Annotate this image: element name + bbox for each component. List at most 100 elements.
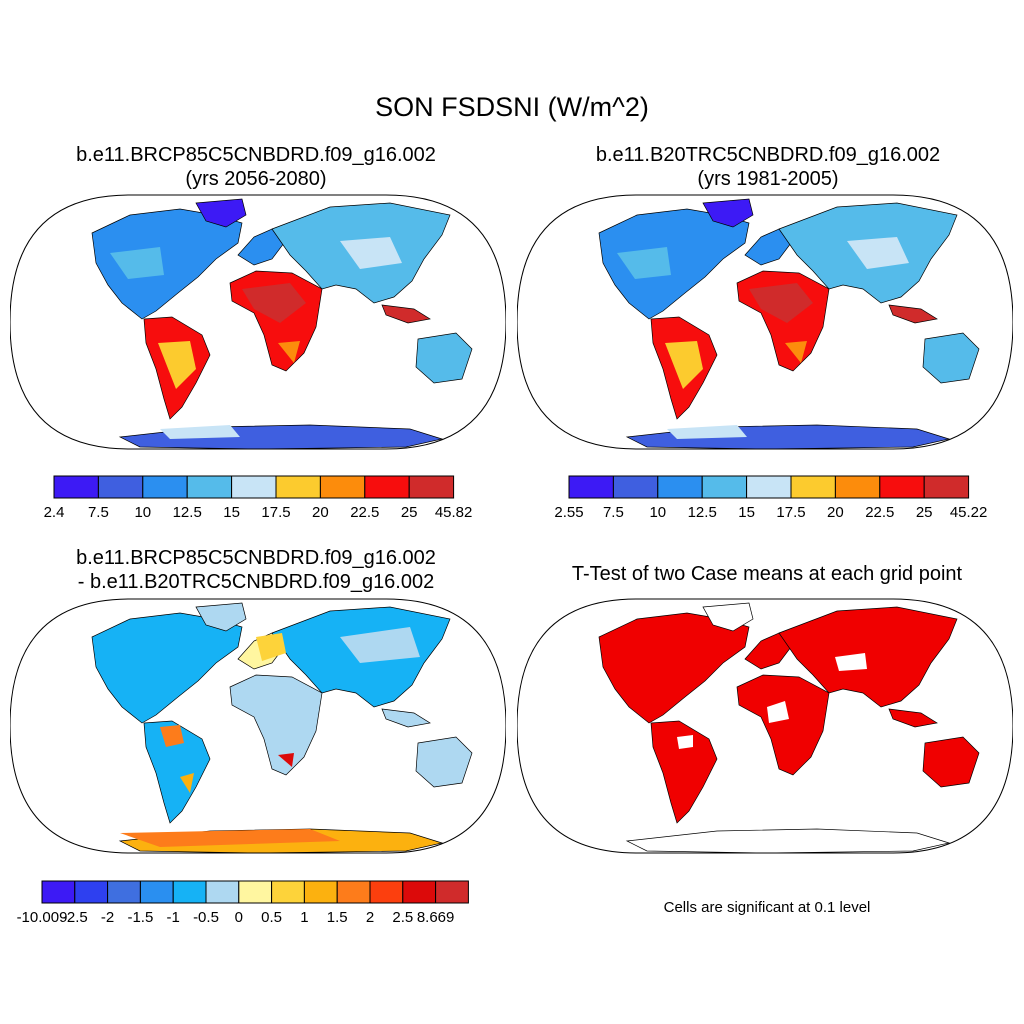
colorbar-swatch bbox=[364, 475, 410, 499]
landmass-maritime bbox=[381, 304, 431, 324]
panel-2-title-line-2: (yrs 1981-2005) bbox=[697, 168, 839, 190]
landmass-australia bbox=[922, 332, 980, 384]
field-patch bbox=[278, 341, 300, 363]
colorbar-tick-label: 22.5 bbox=[865, 504, 894, 521]
colorbar-tick-label: 1.5 bbox=[327, 909, 348, 926]
landmass-greenland bbox=[195, 198, 247, 228]
colorbar-swatch bbox=[319, 475, 366, 499]
colorbar-swatch bbox=[657, 475, 703, 499]
colorbar-swatch bbox=[701, 475, 748, 499]
map-panel-2 bbox=[517, 193, 1013, 451]
colorbar-tick-label: 0.5 bbox=[261, 909, 282, 926]
field-patch bbox=[340, 237, 402, 269]
colorbar-swatch bbox=[186, 475, 233, 499]
colorbar-swatch bbox=[53, 475, 99, 499]
colorbar-panel-2: 2.55 7.5 10 12.5 15 17.5 20 22.5 25 45.22 bbox=[554, 475, 987, 521]
field-patch bbox=[110, 247, 164, 279]
colorbar-tick-label: 15 bbox=[738, 504, 755, 521]
colorbar-swatch bbox=[408, 475, 455, 499]
colorbar-swatch bbox=[205, 880, 240, 904]
field-patch bbox=[120, 829, 340, 847]
map-frame bbox=[517, 598, 1013, 854]
map-frame bbox=[10, 598, 506, 854]
field-patch bbox=[256, 633, 286, 661]
landmass-asia bbox=[778, 606, 958, 708]
colorbar-tick-label: 45.82 bbox=[435, 504, 473, 521]
landmass-maritime bbox=[888, 304, 938, 324]
panel-2-title-line-1: b.e11.B20TRC5CNBDRD.f09_g16.002 bbox=[595, 144, 941, 166]
colorbar-tick-label: 17.5 bbox=[261, 504, 290, 521]
panel-3-title-line-1: b.e11.BRCP85C5CNBDRD.f09_g16.002 bbox=[76, 547, 436, 569]
colorbar-swatch bbox=[790, 475, 836, 499]
field-patch bbox=[242, 283, 306, 323]
colorbar-swatch bbox=[172, 880, 207, 904]
panel-2-title: b.e11.B20TRC5CNBDRD.f09_g16.002 (yrs 198… bbox=[512, 143, 1024, 191]
panel-1-title-line-1: b.e11.BRCP85C5CNBDRD.f09_g16.002 bbox=[76, 144, 436, 166]
colorbar-swatch bbox=[879, 475, 925, 499]
colorbar-tick-label: -2.5 bbox=[62, 909, 88, 926]
panel-3-title-line-2: - b.e11.B20TRC5CNBDRD.f09_g16.002 bbox=[77, 571, 435, 593]
colorbar-swatch bbox=[142, 475, 188, 499]
field-patch bbox=[749, 283, 813, 323]
field-patch bbox=[847, 237, 909, 269]
colorbar-swatch bbox=[231, 475, 277, 499]
colorbar-tick-label: -1.5 bbox=[127, 909, 153, 926]
colorbar-tick-label: 7.5 bbox=[88, 504, 109, 521]
landmass-antarctica bbox=[625, 828, 951, 853]
field-patch bbox=[665, 341, 703, 389]
colorbar-swatch bbox=[97, 475, 144, 499]
field-patch bbox=[835, 653, 867, 671]
colorbar-tick-label: 1 bbox=[300, 909, 308, 926]
colorbar-tick-label: 45.22 bbox=[950, 504, 987, 521]
colorbar-tick-label: -0.5 bbox=[193, 909, 219, 926]
landmass-north-america bbox=[598, 208, 750, 320]
landmass-north-america bbox=[598, 612, 750, 724]
landmass-maritime bbox=[888, 708, 938, 728]
colorbar-tick-label: 20 bbox=[312, 504, 329, 521]
field-patch bbox=[180, 773, 194, 793]
landmass-australia bbox=[415, 736, 473, 788]
colorbar-tick-label: 10 bbox=[649, 504, 666, 521]
panel-4-title: T-Test of two Case means at each grid po… bbox=[512, 562, 1022, 586]
landmass-greenland bbox=[702, 602, 754, 632]
colorbar-swatch bbox=[275, 475, 321, 499]
colorbar-swatch bbox=[402, 880, 437, 904]
colorbar-swatch bbox=[612, 475, 659, 499]
colorbar-swatch bbox=[834, 475, 881, 499]
landmass-north-america bbox=[91, 208, 243, 320]
colorbar-tick-label: 7.5 bbox=[603, 504, 624, 521]
landmass-australia bbox=[415, 332, 473, 384]
colorbar-tick-label: 25 bbox=[916, 504, 933, 521]
landmass-south-america bbox=[650, 720, 718, 824]
colorbar-swatch bbox=[139, 880, 174, 904]
panel-1-title: b.e11.BRCP85C5CNBDRD.f09_g16.002 (yrs 20… bbox=[0, 143, 512, 191]
colorbar-swatch bbox=[369, 880, 404, 904]
colorbar-tick-label: 8.669 bbox=[417, 909, 455, 926]
map-panel-1 bbox=[10, 193, 506, 451]
landmass-africa bbox=[736, 674, 830, 776]
landmass-africa bbox=[229, 674, 323, 776]
colorbar-panel-3: -10.009-2.5 -2 -1.5 -1 -0.5 0 0.5 1 1.5 2 2.5 8.669 bbox=[17, 880, 469, 926]
colorbar-swatch bbox=[923, 475, 970, 499]
colorbar-tick-label: 17.5 bbox=[776, 504, 805, 521]
landmass-greenland bbox=[702, 198, 754, 228]
field-patch bbox=[160, 725, 184, 747]
colorbar-swatch bbox=[41, 880, 76, 904]
landmass-maritime bbox=[381, 708, 431, 728]
colorbar-tick-label: 20 bbox=[827, 504, 844, 521]
colorbar-tick-label: 15 bbox=[223, 504, 240, 521]
landmass-south-america bbox=[143, 720, 211, 824]
map-panel-4 bbox=[517, 597, 1013, 855]
colorbar-swatch bbox=[74, 880, 109, 904]
colorbar-tick-label: 2.55 bbox=[554, 504, 583, 521]
colorbar-panel-1: 2.4 7.5 10 12.5 15 17.5 20 22.5 25 45.82 bbox=[44, 475, 473, 521]
colorbar-swatch bbox=[568, 475, 614, 499]
colorbar-swatch bbox=[435, 880, 469, 904]
colorbar-tick-label: 10 bbox=[134, 504, 151, 521]
panel-3-title: b.e11.BRCP85C5CNBDRD.f09_g16.002 - b.e11… bbox=[0, 546, 512, 594]
field-patch bbox=[617, 247, 671, 279]
colorbar-tick-label: 2.4 bbox=[44, 504, 65, 521]
map-frame bbox=[517, 194, 1013, 450]
panel-1-title-line-2: (yrs 2056-2080) bbox=[185, 168, 327, 190]
colorbar-tick-label: 2 bbox=[366, 909, 374, 926]
